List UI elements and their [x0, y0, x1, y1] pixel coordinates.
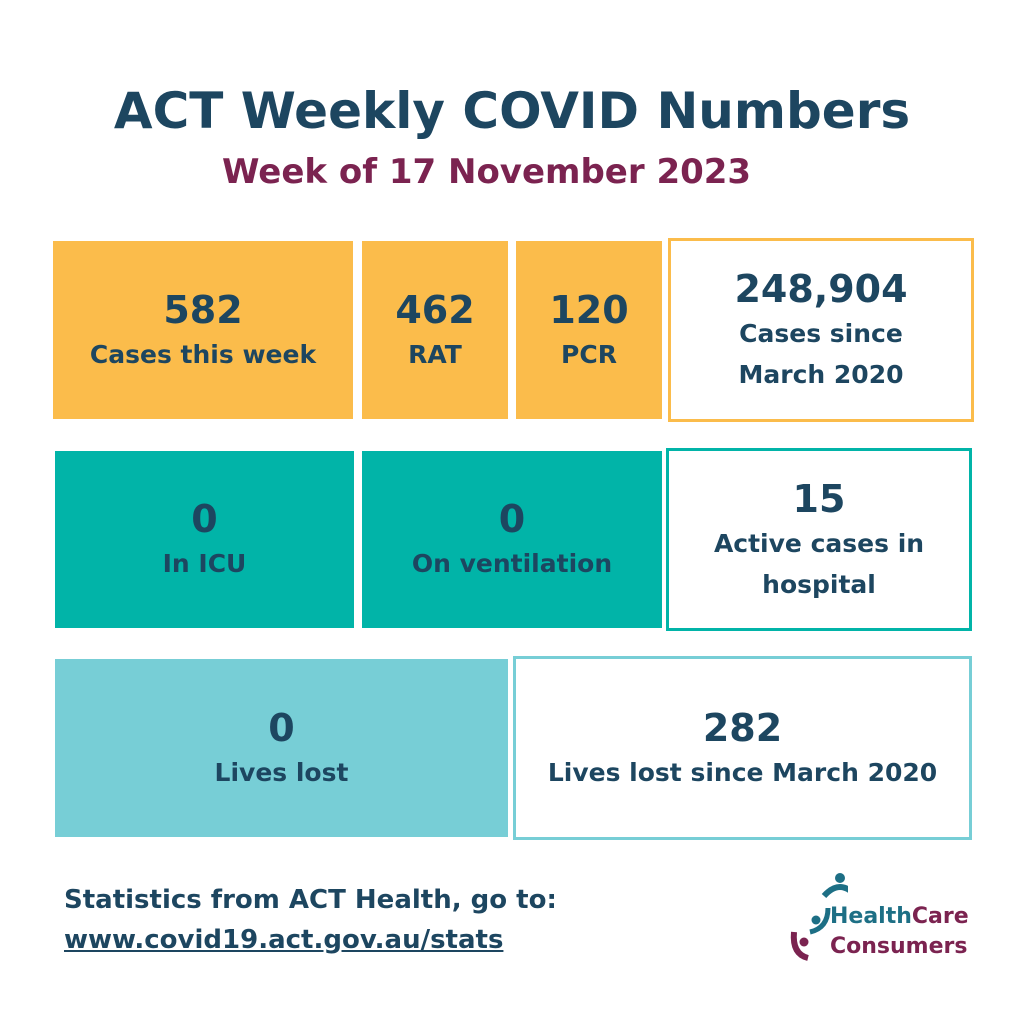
lives-lost-since-2020-card: 282 Lives lost since March 2020 — [513, 656, 972, 840]
pcr-card: 120 PCR — [516, 241, 662, 419]
hospital-value: 15 — [792, 476, 846, 521]
cases-this-week-label: Cases this week — [89, 339, 317, 369]
cases-since-2020-value: 248,904 — [734, 267, 908, 311]
healthcare-consumers-logo: HealthCare Consumers — [788, 870, 988, 970]
lives-lost-card: 0 Lives lost — [55, 659, 508, 837]
logo-care: Care — [911, 904, 969, 929]
ventilation-value: 0 — [498, 497, 526, 541]
lives-lost-since-2020-label: Lives lost since March 2020 — [547, 757, 938, 787]
cases-since-2020-card: 248,904 Cases since March 2020 — [668, 238, 974, 422]
logo-health: Health — [830, 904, 912, 929]
rat-label: RAT — [408, 339, 462, 369]
pcr-label: PCR — [561, 339, 617, 369]
rat-card: 462 RAT — [362, 241, 508, 419]
lives-lost-label: Lives lost — [214, 757, 349, 787]
pcr-value: 120 — [549, 287, 629, 332]
logo-consumers: Consumers — [830, 934, 968, 959]
lives-lost-value: 0 — [268, 705, 295, 750]
lives-lost-since-2020-value: 282 — [702, 705, 783, 750]
rat-value: 462 — [395, 287, 475, 332]
hospital-label-1: Active cases in — [713, 528, 925, 558]
footer-source: Statistics from ACT Health, go to: www.c… — [64, 880, 557, 960]
icu-label: In ICU — [162, 549, 247, 578]
logo-text: HealthCare Consumers — [830, 902, 969, 962]
page-subtitle: Week of 17 November 2023 — [222, 152, 752, 192]
logo-figures-icon — [790, 873, 848, 961]
cases-this-week-value: 582 — [163, 287, 243, 332]
page-title: ACT Weekly COVID Numbers — [113, 82, 911, 140]
ventilation-card: 0 On ventilation — [362, 451, 662, 628]
icu-value: 0 — [191, 497, 218, 541]
cases-this-week-card: 582 Cases this week — [53, 241, 353, 419]
hospital-label-2: hospital — [762, 569, 876, 599]
cases-since-2020-label-2: March 2020 — [738, 360, 904, 389]
ventilation-label: On ventilation — [411, 549, 613, 578]
icu-card: 0 In ICU — [55, 451, 354, 628]
stats-link[interactable]: www.covid19.act.gov.au/stats — [64, 925, 504, 955]
cases-since-2020-label-1: Cases since — [739, 319, 903, 348]
footer-source-text: Statistics from ACT Health, go to: — [64, 885, 557, 915]
hospital-card: 15 Active cases in hospital — [666, 448, 972, 631]
